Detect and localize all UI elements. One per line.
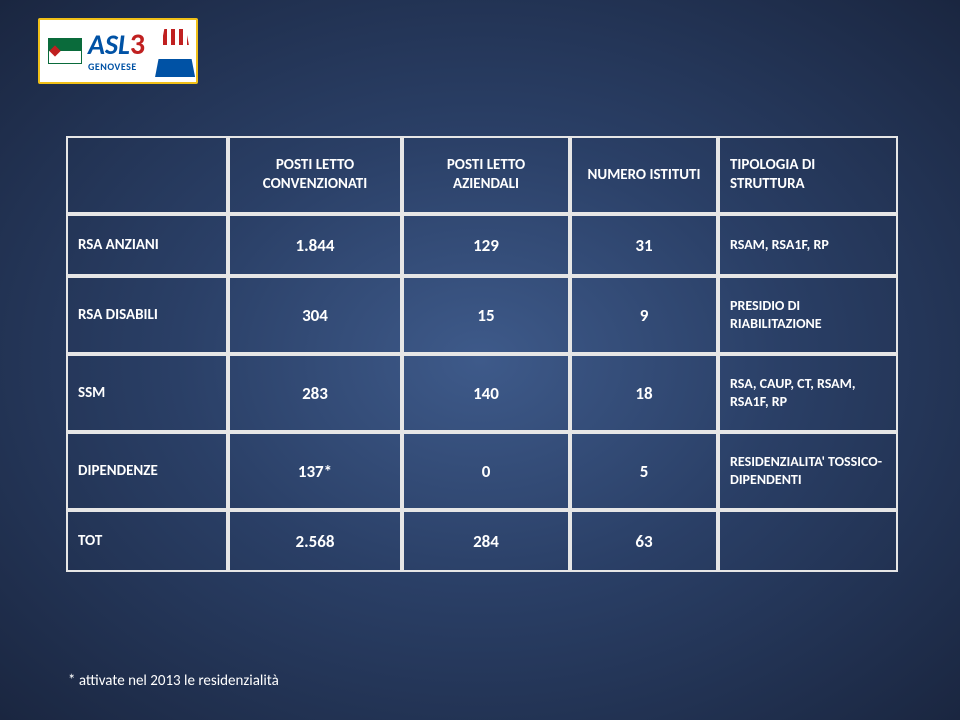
asl-logo: ASL3 GENOVESE bbox=[38, 18, 198, 84]
row-val3: 5 bbox=[570, 432, 718, 510]
row-val2: 129 bbox=[402, 214, 570, 276]
row-val1: 304 bbox=[228, 276, 402, 354]
row-label: RSA ANZIANI bbox=[66, 214, 228, 276]
data-table: POSTI LETTO CONVENZIONATI POSTI LETTO AZ… bbox=[66, 136, 898, 572]
header-col3: NUMERO ISTITUTI bbox=[570, 136, 718, 214]
row-val2: 140 bbox=[402, 354, 570, 432]
row-val3: 63 bbox=[570, 510, 718, 572]
row-val4: PRESIDIO DI RIABILITAZIONE bbox=[718, 276, 898, 354]
row-val4: RESIDENZIALITA' TOSSICO-DIPENDENTI bbox=[718, 432, 898, 510]
table-row: DIPENDENZE 137* 0 5 RESIDENZIALITA' TOSS… bbox=[66, 432, 898, 510]
row-val1: 2.568 bbox=[228, 510, 402, 572]
logo-sub: GENOVESE bbox=[88, 60, 145, 73]
row-val2: 15 bbox=[402, 276, 570, 354]
row-val1: 137* bbox=[228, 432, 402, 510]
row-label: SSM bbox=[66, 354, 228, 432]
table-row: SSM 283 140 18 RSA, CAUP, CT, RSAM, RSA1… bbox=[66, 354, 898, 432]
table-row: RSA ANZIANI 1.844 129 31 RSAM, RSA1F, RP bbox=[66, 214, 898, 276]
row-val4: RSAM, RSA1F, RP bbox=[718, 214, 898, 276]
logo-inner: ASL3 GENOVESE bbox=[40, 25, 203, 77]
row-val1: 1.844 bbox=[228, 214, 402, 276]
row-val4: RSA, CAUP, CT, RSAM, RSA1F, RP bbox=[718, 354, 898, 432]
table-row: RSA DISABILI 304 15 9 PRESIDIO DI RIABIL… bbox=[66, 276, 898, 354]
logo-number: 3 bbox=[130, 26, 145, 63]
header-col4: TIPOLOGIA DI STRUTTURA bbox=[718, 136, 898, 214]
logo-flag-icon bbox=[48, 38, 82, 64]
header-col1: POSTI LETTO CONVENZIONATI bbox=[228, 136, 402, 214]
row-val3: 18 bbox=[570, 354, 718, 432]
footnote: * attivate nel 2013 le residenzialità bbox=[68, 672, 279, 690]
header-empty bbox=[66, 136, 228, 214]
row-val3: 9 bbox=[570, 276, 718, 354]
header-col2: POSTI LETTO AZIENDALI bbox=[402, 136, 570, 214]
row-val3: 31 bbox=[570, 214, 718, 276]
logo-brand: ASL bbox=[88, 27, 130, 62]
row-label: DIPENDENZE bbox=[66, 432, 228, 510]
row-val4 bbox=[718, 510, 898, 572]
row-label: TOT bbox=[66, 510, 228, 572]
row-label: RSA DISABILI bbox=[66, 276, 228, 354]
row-val2: 284 bbox=[402, 510, 570, 572]
logo-text-block: ASL3 GENOVESE bbox=[88, 30, 145, 73]
table-header-row: POSTI LETTO CONVENZIONATI POSTI LETTO AZ… bbox=[66, 136, 898, 214]
row-val1: 283 bbox=[228, 354, 402, 432]
row-val2: 0 bbox=[402, 432, 570, 510]
logo-lighthouse-icon bbox=[155, 25, 195, 77]
table-row-total: TOT 2.568 284 63 bbox=[66, 510, 898, 572]
